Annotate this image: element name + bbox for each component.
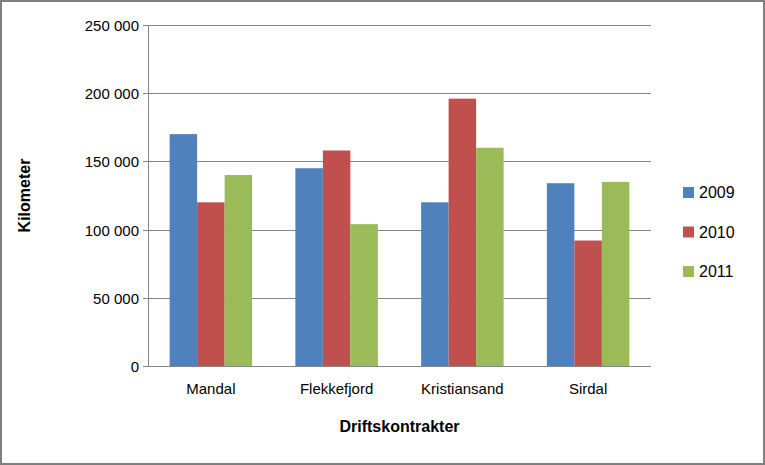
y-tick-label: 50 000 xyxy=(93,290,139,307)
bars xyxy=(170,99,630,366)
chart-container: 0 50 000 100 000 150 000 200 000 250 000 Manda… xyxy=(0,0,765,465)
bar xyxy=(574,241,602,366)
bar xyxy=(197,202,225,366)
y-tick xyxy=(143,93,148,94)
chart-svg: 0 50 000 100 000 150 000 200 000 250 000 Manda… xyxy=(0,0,765,465)
bar xyxy=(323,150,351,366)
legend-swatch xyxy=(683,187,694,198)
y-tick-label: 100 000 xyxy=(85,222,139,239)
x-tick-label: Sirdal xyxy=(569,380,607,397)
bar xyxy=(170,134,198,366)
y-axis xyxy=(148,25,149,366)
y-tick-label: 200 000 xyxy=(85,85,139,102)
grid-line xyxy=(148,161,651,162)
y-tick xyxy=(143,25,148,26)
legend-label: 2010 xyxy=(699,224,735,241)
legend-label: 2011 xyxy=(699,263,734,280)
grid-line xyxy=(148,366,651,367)
x-tick-label: Mandal xyxy=(186,380,235,397)
x-axis-title: Driftskontrakter xyxy=(339,418,459,435)
y-tick-label: 0 xyxy=(131,358,139,375)
y-tick xyxy=(143,298,148,299)
bar xyxy=(476,148,504,366)
chart-frame xyxy=(1,1,764,464)
grid-line xyxy=(148,93,651,94)
bar xyxy=(295,168,323,366)
y-tick xyxy=(143,366,148,367)
legend-swatch xyxy=(683,266,694,277)
y-tick xyxy=(143,161,148,162)
x-axis xyxy=(148,366,651,367)
y-tick xyxy=(143,230,148,231)
bar xyxy=(350,224,378,366)
bar xyxy=(421,202,449,366)
bar xyxy=(547,183,575,366)
y-axis-title: Kilometer xyxy=(16,159,33,233)
bar xyxy=(449,99,477,366)
y-tick-label: 150 000 xyxy=(85,153,139,170)
x-tick-label: Kristiansand xyxy=(421,380,504,397)
legend-label: 2009 xyxy=(699,184,735,201)
legend-swatch xyxy=(683,227,694,238)
bar xyxy=(225,175,253,366)
y-tick-label: 250 000 xyxy=(85,17,139,34)
x-tick-label: Flekkefjord xyxy=(300,380,373,397)
bar xyxy=(602,182,630,366)
grid-line xyxy=(148,25,651,26)
